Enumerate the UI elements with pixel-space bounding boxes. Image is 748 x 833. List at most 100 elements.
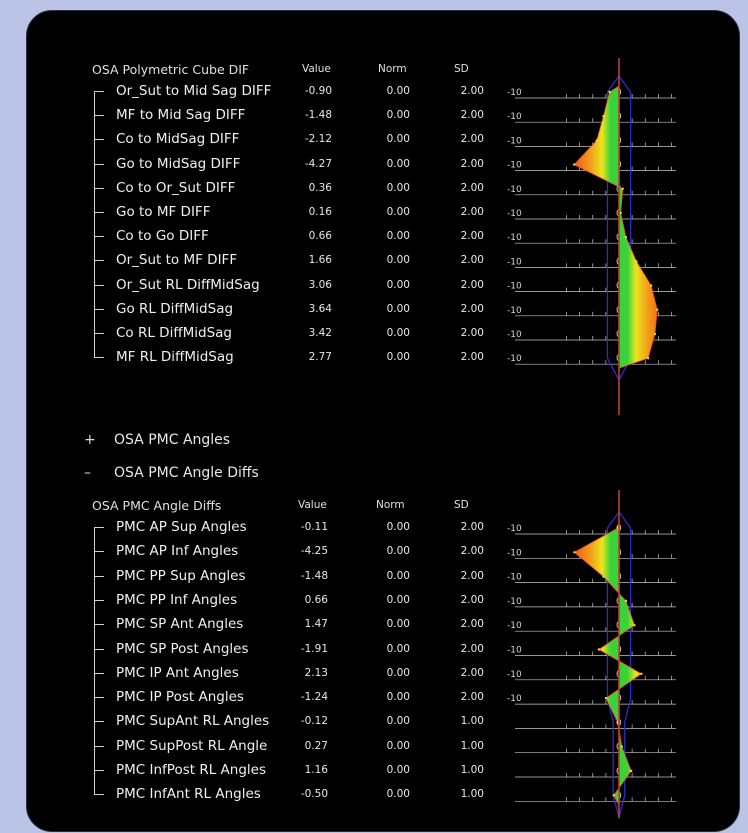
table-header: OSA Polymetric Cube DIF Value Norm SD (92, 62, 469, 82)
tree-branch (94, 551, 104, 553)
table-row[interactable]: PMC SP Post Angles -1.91 0.00 2.00 (92, 639, 492, 663)
data-point (633, 624, 636, 627)
measure-name: MF to Mid Sag DIFF (116, 107, 246, 124)
measure-sd: 2.00 (460, 521, 484, 533)
data-point (635, 260, 638, 263)
measure-name: PMC PP Inf Angles (116, 591, 238, 608)
measure-value: -0.12 (300, 715, 328, 728)
table-row[interactable]: PMC SupAnt RL Angles -0.12 0.00 1.00 (92, 711, 492, 735)
table-row[interactable]: Or_Sut RL DiffMidSag 3.06 0.00 2.00 (92, 275, 492, 299)
tree-branch (94, 163, 104, 165)
table-row[interactable]: Go to MidSag DIFF -4.27 0.00 2.00 (92, 154, 492, 178)
tree-branch (94, 187, 104, 189)
tree-branch (94, 212, 104, 213)
measure-value: -1.91 (300, 642, 328, 655)
measure-sd: 2.00 (460, 254, 484, 267)
table-row[interactable]: Co to Or_Sut DIFF 0.36 0.00 2.00 (92, 178, 492, 202)
measure-sd: 2.00 (460, 181, 484, 194)
group-osa-pmc-angles[interactable]: + OSA PMC Angles (84, 432, 230, 448)
tree-branch (94, 260, 104, 262)
measure-norm: 0.00 (386, 181, 410, 194)
table-row[interactable]: PMC SupPost RL Angle 0.27 0.00 1.00 (92, 736, 492, 760)
measure-sd: 2.00 (460, 133, 484, 146)
table-row[interactable]: PMC IP Post Angles -1.24 0.00 2.00 (92, 687, 492, 711)
table-row[interactable]: PMC SP Ant Angles 1.47 0.00 2.00 (92, 614, 492, 638)
table-header: OSA PMC Angle Diffs Value Norm SD (92, 498, 469, 518)
measure-value: -1.48 (300, 569, 328, 582)
data-point (646, 357, 650, 360)
table-row[interactable]: PMC InfAnt RL Angles -0.50 0.00 1.00 (92, 784, 492, 808)
data-point (620, 745, 624, 748)
measure-name: Co to Or_Sut DIFF (116, 179, 236, 196)
tree-branch (94, 721, 104, 723)
measure-name: Go to MF DIFF (116, 204, 211, 220)
measure-sd: 1.00 (460, 788, 484, 801)
measure-value: 0.16 (308, 206, 332, 218)
tick-label: -10 (507, 209, 522, 219)
table-row[interactable]: Co RL DiffMidSag 3.42 0.00 2.00 (92, 323, 492, 347)
measure-norm: 0.00 (386, 788, 410, 801)
measure-value: 3.42 (308, 327, 332, 339)
table-row[interactable]: Go RL DiffMidSag 3.64 0.00 2.00 (92, 299, 492, 323)
table-row[interactable]: PMC PP Sup Angles -1.48 0.00 2.00 (92, 566, 492, 590)
measure-sd: 2.00 (460, 593, 484, 606)
table-row[interactable]: PMC AP Sup Angles -0.11 0.00 2.00 (92, 517, 492, 541)
data-point (656, 308, 659, 311)
data-point (573, 551, 576, 554)
measure-norm: 0.00 (386, 302, 410, 315)
tree-branch (94, 91, 104, 92)
measure-name: Co to MidSag DIFF (116, 131, 240, 148)
tree-connector (94, 527, 95, 795)
tick-label: -10 (507, 330, 522, 340)
table-row[interactable]: Go to MF DIFF 0.16 0.00 2.00 (92, 202, 492, 226)
collapse-icon[interactable]: – (84, 465, 91, 481)
measure-name: Go to MidSag DIFF (116, 155, 241, 172)
norm-column-header: Norm (376, 499, 405, 511)
measure-name: Co RL DiffMidSag (116, 325, 232, 341)
measure-value: 1.16 (304, 764, 328, 776)
measure-value: -0.90 (304, 85, 332, 97)
table-row[interactable]: Co to Go DIFF 0.66 0.00 2.00 (92, 226, 492, 250)
measure-norm: 0.00 (386, 85, 410, 97)
measure-value: 2.77 (308, 351, 332, 364)
tick-label: -10 (507, 257, 522, 267)
measure-sd: 2.00 (460, 302, 484, 315)
table-row[interactable]: MF RL DiffMidSag 2.77 0.00 2.00 (92, 347, 492, 371)
expand-icon[interactable]: + (84, 432, 96, 448)
measure-sd: 2.00 (460, 278, 484, 291)
measure-sd: 2.00 (460, 206, 484, 218)
data-point (619, 211, 622, 215)
measure-norm: 0.00 (386, 593, 410, 606)
measure-name: Go RL DiffMidSag (116, 300, 234, 317)
measure-norm: 0.00 (386, 764, 410, 776)
table-row[interactable]: MF to Mid Sag DIFF -1.48 0.00 2.00 (92, 105, 492, 129)
tick-label: -10 (507, 646, 522, 656)
table-row[interactable]: Co to MidSag DIFF -2.12 0.00 2.00 (92, 129, 492, 153)
data-point (624, 236, 628, 239)
measure-sd: 2.00 (460, 569, 484, 582)
group-label: OSA PMC Angle Diffs (114, 465, 259, 481)
table-row[interactable]: PMC AP Inf Angles -4.25 0.00 2.00 (92, 541, 492, 565)
measure-value: -4.27 (304, 157, 332, 170)
group-osa-pmc-angle-diffs[interactable]: – OSA PMC Angle Diffs (84, 465, 259, 481)
measure-name: PMC SupPost RL Angle (116, 737, 268, 754)
data-point (640, 672, 643, 675)
measure-sd: 2.00 (460, 691, 484, 704)
table-row[interactable]: PMC InfPost RL Angles 1.16 0.00 1.00 (92, 760, 492, 784)
table-row[interactable]: Or_Sut to MF DIFF 1.66 0.00 2.00 (92, 250, 492, 274)
tree-branch (94, 236, 104, 238)
measure-name: PMC InfAnt RL Angles (116, 786, 261, 803)
measure-norm: 0.00 (386, 109, 410, 122)
table-row[interactable]: PMC IP Ant Angles 2.13 0.00 2.00 (92, 663, 492, 687)
measure-name: PMC AP Inf Angles (116, 543, 239, 560)
measure-norm: 0.00 (386, 691, 410, 704)
table-row[interactable]: Or_Sut to Mid Sag DIFF -0.90 0.00 2.00 (92, 81, 492, 105)
measure-name: Or_Sut to MF DIFF (116, 252, 238, 269)
table-row[interactable]: PMC PP Inf Angles 0.66 0.00 2.00 (92, 590, 492, 614)
measure-norm: 0.00 (386, 521, 410, 533)
data-point (572, 163, 576, 166)
measure-norm: 0.00 (386, 206, 410, 218)
tree-branch (94, 527, 104, 528)
measure-name: PMC AP Sup Angles (116, 519, 247, 535)
